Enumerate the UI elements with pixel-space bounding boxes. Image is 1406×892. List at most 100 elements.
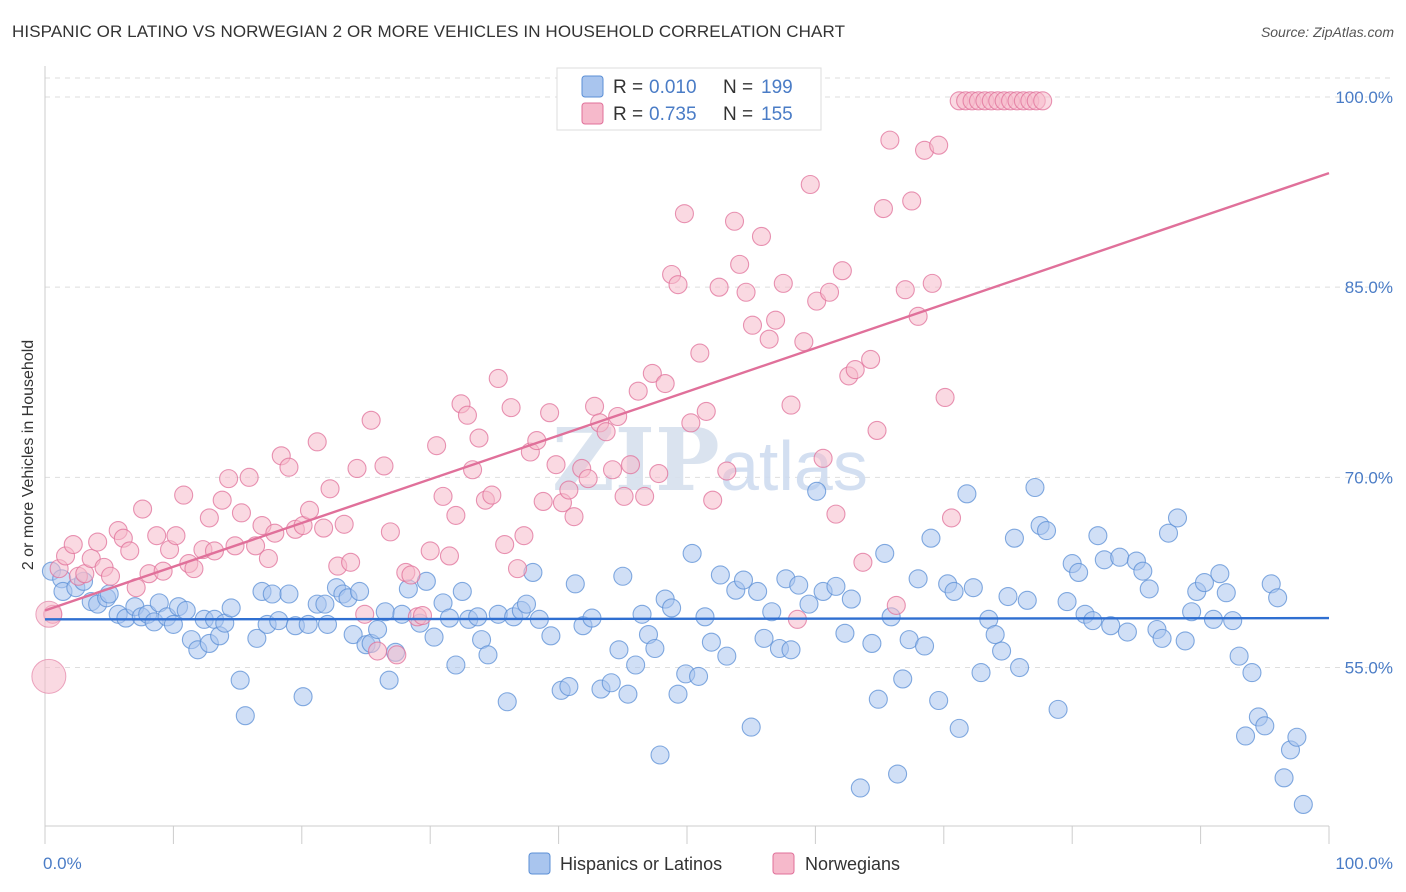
data-point (307, 432, 327, 452)
tick-labels: 55.0% 70.0% 85.0% 100.0% 0.0% 100.0% (43, 88, 1393, 873)
data-point (368, 641, 388, 661)
data-point (789, 575, 809, 595)
legend-r-value-1: 0.010 (649, 77, 697, 98)
bottom-legend-swatch-blue (528, 852, 551, 875)
data-point (908, 569, 928, 589)
data-point (199, 508, 219, 528)
data-point (212, 490, 232, 510)
data-point (819, 282, 840, 302)
data-point (668, 275, 688, 295)
data-point (279, 457, 299, 477)
data-point (754, 628, 774, 648)
data-point (120, 541, 140, 561)
data-point (710, 565, 730, 585)
data-point (501, 398, 521, 418)
data-point (457, 405, 477, 425)
data-point (596, 422, 616, 442)
data-point (514, 526, 534, 546)
data-point (541, 626, 561, 646)
data-point (922, 273, 942, 293)
legend-n-value-2: 155 (761, 104, 793, 125)
data-point (1083, 611, 1103, 631)
data-point (681, 413, 701, 433)
data-point (482, 485, 502, 505)
data-point (314, 518, 334, 538)
data-point (446, 655, 466, 675)
data-point (762, 602, 782, 622)
data-point (649, 464, 669, 484)
legend-box: R = 0.010 N = 199 R = 0.735 N = 155 (556, 67, 822, 131)
data-point (1057, 592, 1077, 612)
data-point (258, 548, 278, 569)
data-point (1223, 611, 1243, 631)
data-point (875, 543, 895, 563)
data-point (412, 605, 433, 626)
legend-n-label-1: N = (723, 77, 753, 98)
data-point (614, 486, 634, 506)
y-axis-label: 2 or more Vehicles in Household (20, 340, 37, 570)
data-point (929, 690, 949, 711)
data-point (559, 676, 579, 697)
data-point (578, 469, 598, 489)
data-point (1175, 631, 1195, 651)
data-point (219, 469, 239, 489)
data-point (861, 349, 881, 370)
data-point (433, 486, 453, 506)
data-point (944, 581, 964, 602)
data-point (176, 600, 196, 621)
data-point (620, 455, 641, 475)
data-point (347, 458, 367, 479)
trend-line-norwegians (44, 171, 1330, 612)
data-point (174, 485, 194, 505)
data-point (645, 638, 665, 659)
axes (44, 66, 1330, 844)
data-point (1158, 523, 1179, 543)
data-point (642, 363, 662, 383)
data-point (695, 607, 715, 627)
data-point (628, 381, 648, 401)
data-point (387, 645, 407, 665)
data-point (230, 670, 250, 690)
data-point (1235, 726, 1256, 746)
data-point (632, 604, 652, 624)
data-point (495, 534, 515, 555)
data-point (1110, 547, 1130, 567)
data-point (565, 574, 585, 594)
data-point (540, 403, 560, 423)
data-point (893, 669, 913, 689)
data-point (914, 636, 935, 656)
data-point (766, 310, 786, 330)
data-point (807, 481, 827, 501)
data-point (626, 655, 646, 675)
data-point (601, 673, 621, 693)
data-point (690, 343, 710, 363)
data-point (133, 499, 153, 519)
data-point (546, 455, 566, 475)
series-norwegians-points (31, 91, 1053, 694)
data-point (929, 135, 949, 155)
data-point (650, 745, 670, 765)
data-point (427, 436, 447, 456)
data-point (424, 627, 444, 647)
data-point (235, 706, 255, 726)
chart-title: HISPANIC OR LATINO VS NORWEGIAN 2 OR MOR… (12, 22, 846, 41)
data-point (100, 566, 121, 586)
data-point (497, 692, 517, 712)
source-label: Source: ZipAtlas.com (1260, 24, 1394, 40)
data-point (724, 211, 745, 231)
data-point (1004, 528, 1024, 548)
data-point (751, 226, 772, 247)
data-point (689, 666, 709, 686)
data-point (488, 368, 508, 389)
data-point (717, 646, 737, 666)
data-point (469, 428, 489, 448)
trend-lines (44, 171, 1330, 621)
data-point (613, 566, 633, 586)
data-point (895, 280, 915, 300)
data-point (835, 623, 855, 643)
legend-n-value-1: 199 (761, 77, 793, 98)
x-tick-label: 100.0% (1335, 854, 1393, 873)
data-point (374, 456, 394, 476)
data-point (88, 532, 108, 552)
data-point (794, 332, 814, 352)
